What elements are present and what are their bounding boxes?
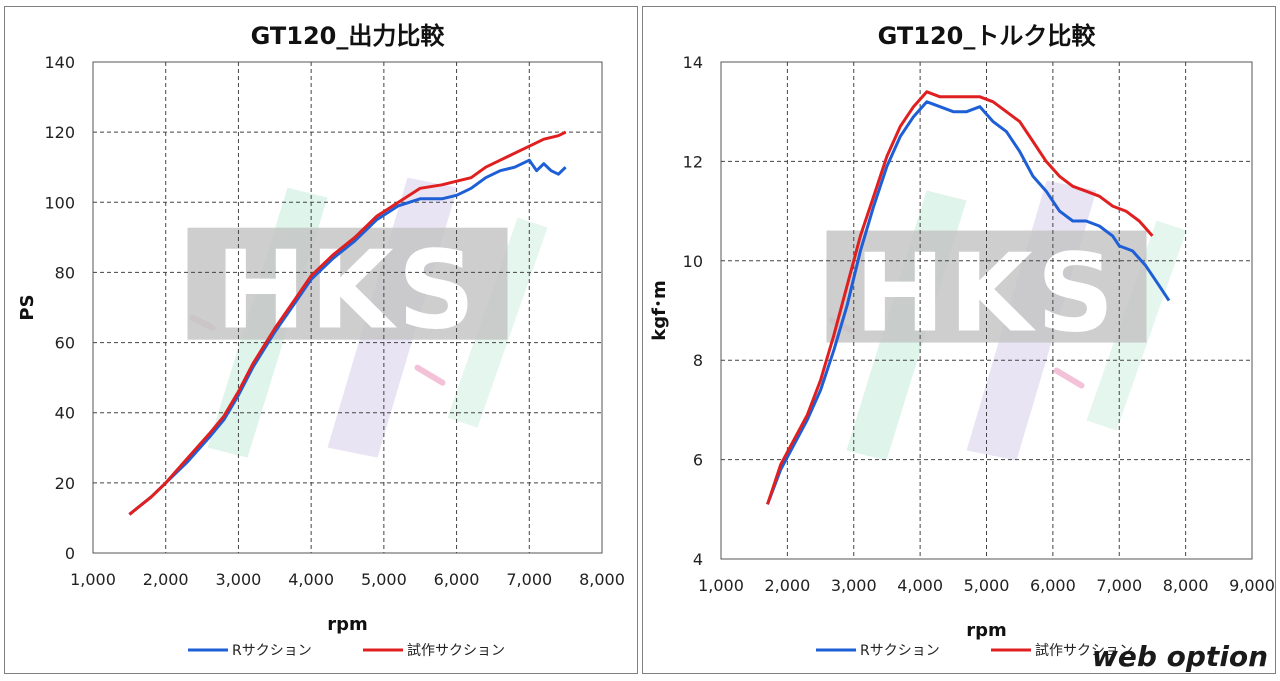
x-axis-label: rpm [327,614,368,635]
x-tick-label: 7,000 [506,570,552,589]
y-tick-label: 4 [693,550,703,569]
grid [93,62,602,553]
x-tick-label: 2,000 [143,570,189,589]
x-tick-label: 6,000 [1030,576,1076,595]
legend-label: 試作サクション [1035,643,1133,659]
x-tick-label: 3,000 [831,576,877,595]
x-tick-label: 8,000 [1163,576,1209,595]
y-tick-label: 120 [44,123,75,142]
x-tick-label: 1,000 [698,576,744,595]
torque-chart-panel: GT120_トルク比較 HKS 1,000 2,000 3,000 4,000 5,000 6… [642,6,1276,674]
legend-label: Rサクション [232,643,312,659]
chart-title: GT120_出力比較 [251,22,446,50]
series-line-r-suction [128,158,567,516]
hks-watermark: HKS [826,180,1187,461]
y-tick-label: 60 [55,334,75,353]
y-tick-label: 40 [55,404,75,423]
x-axis-label: rpm [966,620,1007,641]
y-tick-label: 80 [55,263,75,282]
x-tick-label: 9,000 [1229,576,1275,595]
series-line-r-suction [766,100,1171,505]
y-axis-label: PS [17,294,38,320]
x-tick-label: 1,000 [70,570,116,589]
series-line-prototype-suction [128,130,567,516]
x-tick-label: 3,000 [216,570,262,589]
y-tick-label: 140 [44,53,75,72]
x-tick-label: 6,000 [434,570,480,589]
web-option-logo: web option [1092,640,1268,673]
x-tick-label: 4,000 [897,576,943,595]
legend-label: Rサクション [860,643,940,659]
chart-title: GT120_トルク比較 [878,22,1097,50]
series-line-prototype-suction [766,90,1154,505]
power-chart-panel: GT120_出力比較 HKS 1,000 2,000 3,000 4,000 5,000 6,… [4,6,638,674]
y-tick-label: 10 [683,252,703,271]
y-tick-label: 14 [683,53,703,72]
x-tick-label: 8,000 [579,570,625,589]
x-tick-label: 4,000 [288,570,334,589]
x-tick-label: 5,000 [361,570,407,589]
y-axis-label: kgf･m [649,280,670,340]
web-option-logo-text: web option [1092,640,1268,673]
torque-chart: GT120_トルク比較 HKS 1,000 2,000 3,000 4,000 5,000 6… [649,22,1275,659]
grid [721,62,1252,559]
svg-text:HKS: HKS [855,232,1119,357]
y-tick-label: 100 [44,193,75,212]
y-tick-label: 8 [693,351,703,370]
x-tick-label: 2,000 [764,576,810,595]
x-tick-label: 7,000 [1096,576,1142,595]
y-tick-label: 12 [683,152,703,171]
y-tick-label: 6 [693,451,703,470]
y-tick-label: 20 [55,474,75,493]
x-tick-label: 5,000 [964,576,1010,595]
y-tick-label: 0 [65,544,75,563]
legend-label: 試作サクション [407,643,505,659]
